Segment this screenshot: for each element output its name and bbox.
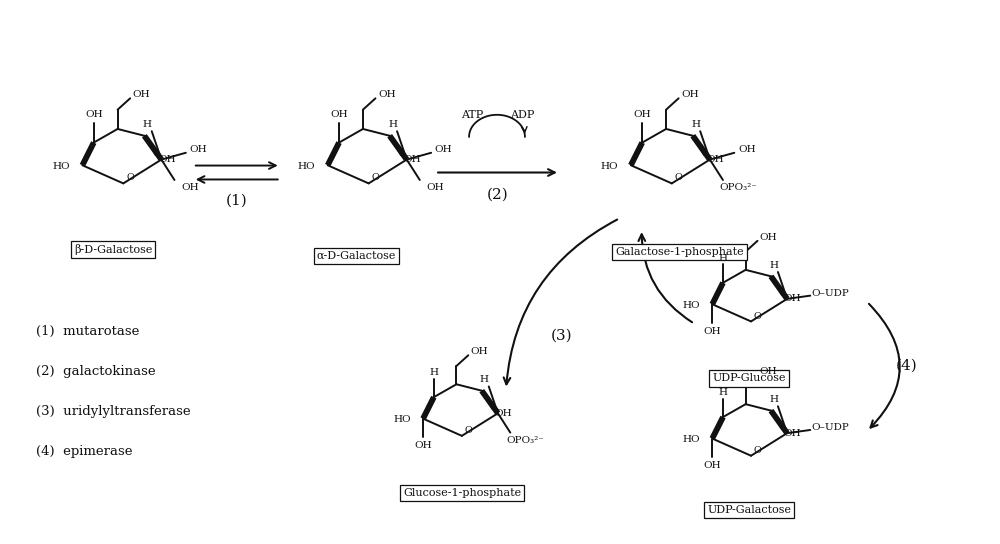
Text: (3)  uridylyltransferase: (3) uridylyltransferase (36, 405, 191, 418)
Text: OH: OH (759, 233, 777, 242)
Text: Glucose-1-phosphate: Glucose-1-phosphate (403, 488, 521, 498)
Text: O: O (464, 426, 472, 435)
Text: H: H (480, 375, 489, 385)
Text: Galactose-1-phosphate: Galactose-1-phosphate (615, 247, 744, 257)
Text: OPO₃²⁻: OPO₃²⁻ (506, 436, 544, 444)
Text: HO: HO (298, 162, 315, 171)
Text: ATP: ATP (461, 110, 483, 120)
Text: (3): (3) (551, 329, 573, 343)
Text: HO: HO (683, 435, 700, 444)
Text: H: H (719, 388, 728, 397)
Text: UDP-Glucose: UDP-Glucose (713, 373, 786, 384)
Text: OH: OH (85, 110, 103, 119)
Text: H: H (388, 120, 397, 129)
Text: O: O (675, 173, 683, 182)
Text: OH: OH (426, 183, 444, 193)
Text: H: H (429, 368, 438, 377)
Text: H: H (719, 254, 728, 263)
Text: OH: OH (707, 155, 724, 164)
Text: OH: OH (784, 294, 801, 304)
Text: OH: OH (133, 90, 150, 99)
Text: OH: OH (703, 326, 721, 336)
Text: O: O (126, 173, 134, 182)
Text: H: H (143, 120, 152, 129)
Text: OH: OH (414, 441, 432, 450)
Text: UDP-Galactose: UDP-Galactose (707, 505, 791, 515)
Text: O: O (754, 312, 761, 320)
Text: OH: OH (738, 145, 756, 154)
Text: OH: OH (784, 429, 801, 438)
Text: OPO₃²⁻: OPO₃²⁻ (719, 183, 757, 193)
Text: OH: OH (759, 367, 777, 376)
Text: OH: OH (681, 90, 699, 99)
Text: H: H (769, 261, 778, 270)
Text: HO: HO (52, 162, 70, 171)
Text: (4)  epimerase: (4) epimerase (36, 444, 133, 458)
Text: (2): (2) (487, 187, 509, 201)
Text: OH: OH (494, 409, 512, 418)
Text: β-D-Galactose: β-D-Galactose (74, 244, 152, 255)
Text: OH: OH (330, 110, 348, 119)
Text: O–UDP: O–UDP (811, 423, 849, 432)
Text: OH: OH (435, 145, 452, 154)
Text: OH: OH (633, 110, 651, 119)
Text: (4): (4) (896, 358, 918, 373)
Text: OH: OH (158, 155, 176, 164)
Text: (1): (1) (226, 193, 248, 207)
Text: HO: HO (683, 301, 700, 310)
Text: OH: OH (404, 155, 421, 164)
Text: HO: HO (601, 162, 618, 171)
Text: O: O (754, 446, 761, 455)
Text: (1)  mutarotase: (1) mutarotase (36, 325, 140, 338)
Text: HO: HO (394, 415, 411, 424)
Text: α-D-Galactose: α-D-Galactose (317, 251, 396, 261)
Text: H: H (769, 395, 778, 404)
Text: O–UDP: O–UDP (811, 289, 849, 298)
Text: OH: OH (470, 347, 488, 356)
Text: O: O (372, 173, 379, 182)
Text: OH: OH (378, 90, 396, 99)
Text: H: H (691, 120, 700, 129)
Text: OH: OH (190, 145, 207, 154)
Text: (2)  galactokinase: (2) galactokinase (36, 365, 156, 378)
Text: OH: OH (181, 183, 199, 193)
Text: OH: OH (703, 461, 721, 470)
Text: ADP: ADP (510, 110, 534, 120)
